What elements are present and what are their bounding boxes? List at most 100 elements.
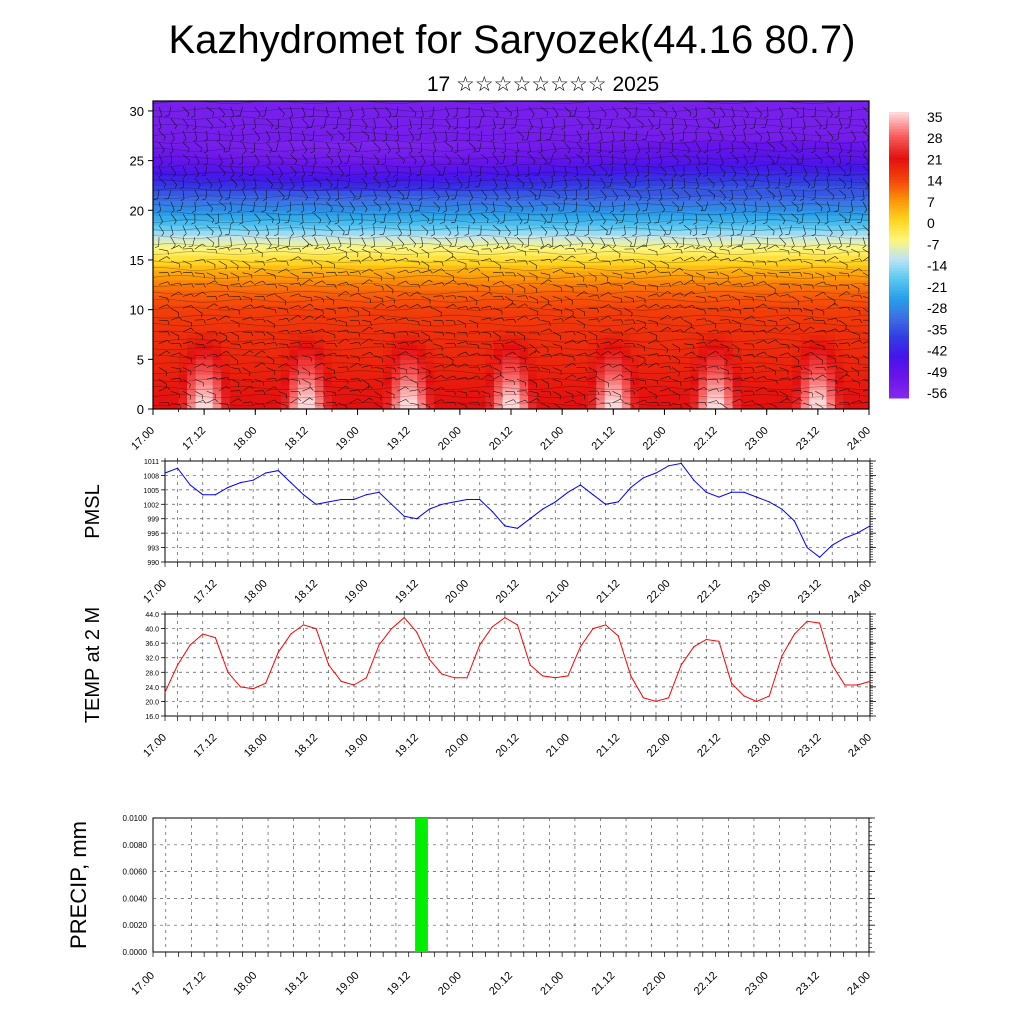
heatmap-cell	[374, 344, 384, 350]
heatmap-cell	[579, 135, 589, 142]
heatmap-cell	[655, 185, 666, 192]
heatmap-cell	[817, 374, 827, 380]
heatmap-cell	[340, 190, 350, 196]
heatmap-cell	[681, 309, 691, 316]
heatmap-cell	[741, 259, 751, 266]
heatmap-cell	[638, 135, 648, 142]
heatmap-cell	[732, 399, 742, 405]
heatmap-cell	[306, 334, 316, 341]
heatmap-cell	[860, 324, 869, 331]
heatmap-cell	[272, 259, 282, 266]
heatmap-cell	[596, 150, 606, 157]
heatmap-cell	[263, 324, 273, 331]
heatmap-cell	[511, 359, 521, 365]
heatmap-cell	[587, 379, 597, 385]
heatmap-cell	[672, 339, 683, 346]
heatmap-cell	[732, 195, 742, 201]
heatmap-cell	[340, 255, 350, 261]
heatmap-cell	[314, 334, 325, 341]
heatmap-cell	[553, 230, 563, 236]
heatmap-cell	[826, 195, 836, 201]
heatmap-cell	[545, 294, 555, 301]
heatmap-cell	[314, 250, 325, 256]
heatmap-cell	[528, 160, 538, 167]
heatmap-cell	[698, 269, 708, 276]
heatmap-cell	[170, 299, 180, 306]
heatmap-cell	[707, 304, 717, 311]
heatmap-cell	[314, 314, 325, 321]
heatmap-cell	[638, 115, 648, 122]
heatmap-cell	[161, 120, 171, 127]
heatmap-cell	[647, 130, 657, 137]
heatmap-cell	[468, 374, 478, 380]
heatmap-cell	[766, 175, 776, 182]
heatmap-cell	[493, 160, 504, 167]
heatmap-cell	[408, 334, 418, 341]
heatmap-cell	[707, 379, 717, 385]
heatmap-cell	[280, 165, 290, 172]
heatmap-cell	[672, 180, 683, 187]
heatmap-cell	[255, 339, 265, 346]
heatmap-cell	[655, 155, 666, 162]
heatmap-cell	[349, 264, 359, 271]
heatmap-cell	[425, 165, 435, 172]
heatmap-cell	[630, 235, 640, 241]
heatmap-cell	[715, 284, 725, 291]
heatmap-cell	[536, 190, 546, 196]
heatmap-cell	[528, 190, 538, 196]
heatmap-cell	[255, 125, 265, 132]
heatmap-cell	[425, 374, 435, 380]
heatmap-cell	[817, 195, 827, 201]
heatmap-cell	[502, 344, 512, 350]
heatmap-cell	[604, 125, 614, 132]
heatmap-cell	[562, 304, 572, 311]
heatmap-cell	[834, 180, 845, 187]
heatmap-cell	[212, 115, 222, 122]
heatmap-cell	[638, 210, 648, 216]
heatmap-cell	[297, 125, 308, 132]
heatmap-cell	[417, 230, 427, 236]
heatmap-cell	[792, 200, 802, 206]
heatmap-cell	[758, 354, 768, 360]
heatmap-cell	[826, 314, 836, 321]
heatmap-cell	[698, 245, 708, 251]
heatmap-cell	[306, 399, 316, 405]
heatmap-cell	[153, 120, 163, 127]
heatmap-cell	[314, 339, 325, 346]
heatmap-cell	[826, 230, 836, 236]
heatmap-cell	[511, 150, 521, 157]
heatmap-cell	[655, 205, 666, 211]
heatmap-cell	[374, 349, 384, 355]
heatmap-cell	[323, 240, 333, 246]
heatmap-cell	[476, 289, 487, 296]
heatmap-cell	[306, 110, 316, 117]
heatmap-cell	[621, 230, 631, 236]
heatmap-cell	[170, 210, 180, 216]
heatmap-cell	[570, 170, 580, 177]
heatmap-cell	[672, 304, 683, 311]
heatmap-cell	[349, 314, 359, 321]
heatmap-cell	[511, 255, 521, 261]
heatmap-cell	[672, 324, 683, 331]
heatmap-cell	[238, 279, 248, 286]
heatmap-cell	[161, 264, 171, 271]
heatmap-cell	[621, 334, 631, 341]
heatmap-cell	[459, 115, 469, 122]
heatmap-cell	[630, 354, 640, 360]
heatmap-cell	[229, 359, 239, 365]
heatmap-cell	[834, 354, 845, 360]
heatmap-cell	[238, 344, 248, 350]
heatmap-cell	[246, 205, 256, 211]
heatmap-cell	[153, 394, 163, 400]
heatmap-cell	[289, 210, 299, 216]
heatmap-cell	[741, 374, 751, 380]
heatmap-cell	[792, 115, 802, 122]
heatmap-cell	[587, 289, 597, 296]
heatmap-cell	[357, 399, 367, 405]
heatmap-cell	[647, 384, 657, 390]
heatmap-cell	[178, 324, 188, 331]
heatmap-cell	[306, 240, 316, 246]
heatmap-cell	[596, 374, 606, 380]
heatmap-cell	[323, 284, 333, 291]
heatmap-cell	[366, 314, 376, 321]
